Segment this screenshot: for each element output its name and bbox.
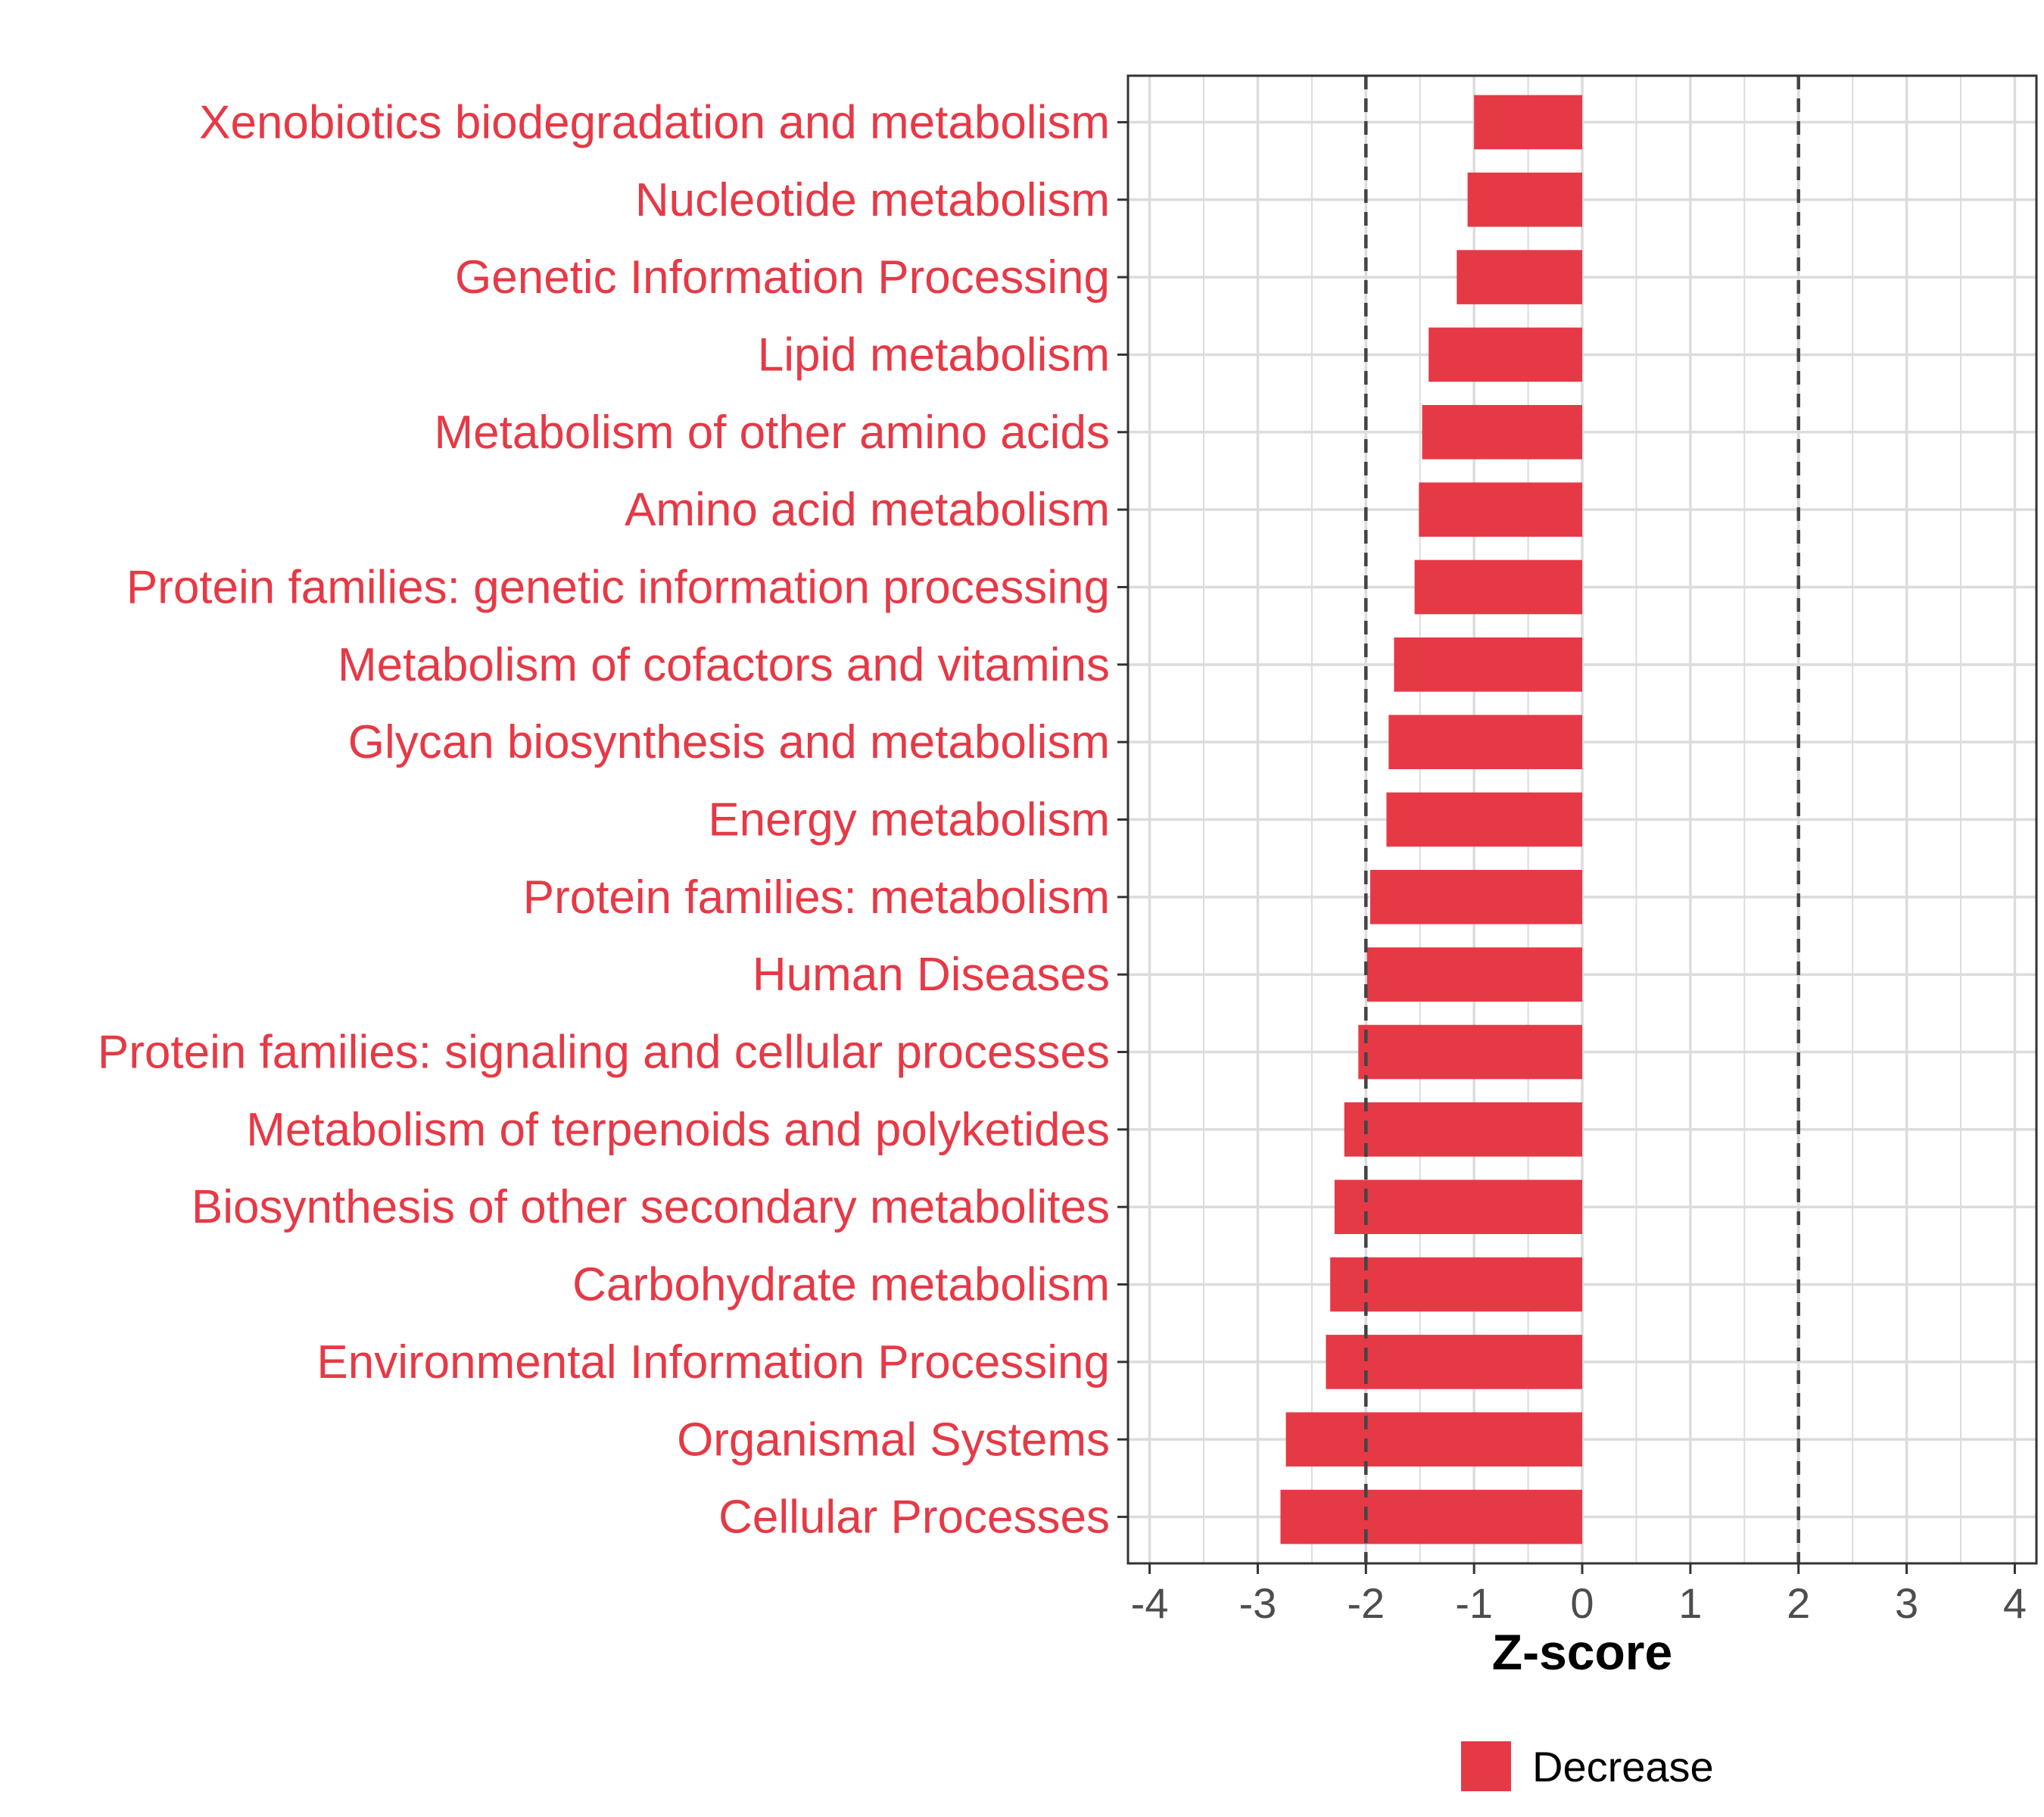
category-label: Metabolism of cofactors and vitamins: [338, 639, 1110, 691]
category-label: Metabolism of terpenoids and polyketides: [246, 1104, 1110, 1156]
category-label: Xenobiotics biodegradation and metabolis…: [199, 96, 1110, 148]
bar: [1414, 559, 1582, 615]
x-axis-title: Z-score: [1492, 1624, 1672, 1680]
category-label: Amino acid metabolism: [625, 484, 1110, 536]
category-label: Glycan biosynthesis and metabolism: [348, 716, 1110, 768]
legend-label-decrease: Decrease: [1532, 1743, 1714, 1791]
x-tick-label: -3: [1239, 1579, 1277, 1627]
category-label: Metabolism of other amino acids: [434, 407, 1110, 459]
bar: [1394, 637, 1582, 692]
category-label: Carbohydrate metabolism: [572, 1259, 1110, 1311]
bar: [1358, 1024, 1582, 1080]
bar: [1326, 1335, 1582, 1389]
category-label: Lipid metabolism: [758, 329, 1110, 381]
category-label: Cellular Processes: [718, 1491, 1110, 1544]
bar: [1334, 1180, 1582, 1235]
x-tick-label: 0: [1570, 1579, 1594, 1627]
legend-swatch-decrease: [1461, 1741, 1511, 1791]
x-tick-label: -2: [1347, 1579, 1385, 1627]
bars: [1280, 95, 1582, 1544]
category-label: Protein families: genetic information pr…: [126, 561, 1110, 613]
bar: [1429, 327, 1582, 382]
category-label: Genetic Information Processing: [455, 251, 1110, 304]
bar: [1366, 947, 1582, 1002]
bar: [1467, 172, 1582, 227]
bar: [1474, 95, 1582, 150]
bar: [1330, 1257, 1582, 1312]
category-label: Protein families: metabolism: [523, 871, 1110, 924]
category-label: Environmental Information Processing: [316, 1336, 1110, 1388]
legend: Decrease: [1461, 1741, 1714, 1791]
bar: [1386, 792, 1582, 847]
x-tick-label: 3: [1895, 1579, 1918, 1627]
bar: [1280, 1489, 1582, 1544]
bar: [1419, 482, 1582, 537]
x-tick-label: -4: [1131, 1579, 1169, 1627]
category-label: Biosynthesis of other secondary metaboli…: [192, 1181, 1110, 1233]
category-label: Energy metabolism: [708, 794, 1110, 846]
reference-lines: [1364, 76, 1800, 1563]
bar: [1422, 404, 1582, 460]
y-axis-ticks: Xenobiotics biodegradation and metabolis…: [98, 96, 1128, 1544]
bar: [1344, 1102, 1582, 1157]
category-label: Protein families: signaling and cellular…: [98, 1027, 1110, 1079]
x-tick-label: 2: [1787, 1579, 1810, 1627]
x-tick-label: 4: [2003, 1579, 2027, 1627]
category-label: Nucleotide metabolism: [635, 174, 1110, 226]
bar: [1457, 250, 1582, 304]
x-tick-label: -1: [1455, 1579, 1493, 1627]
bar: [1370, 870, 1582, 924]
x-tick-label: 1: [1678, 1579, 1702, 1627]
category-label: Organismal Systems: [677, 1413, 1110, 1466]
bar: [1388, 715, 1582, 769]
category-label: Human Diseases: [752, 949, 1110, 1001]
bar: [1285, 1412, 1582, 1467]
x-axis-ticks: -4 -3 -2 -1 0 1 2 3 4: [1131, 1563, 2027, 1627]
